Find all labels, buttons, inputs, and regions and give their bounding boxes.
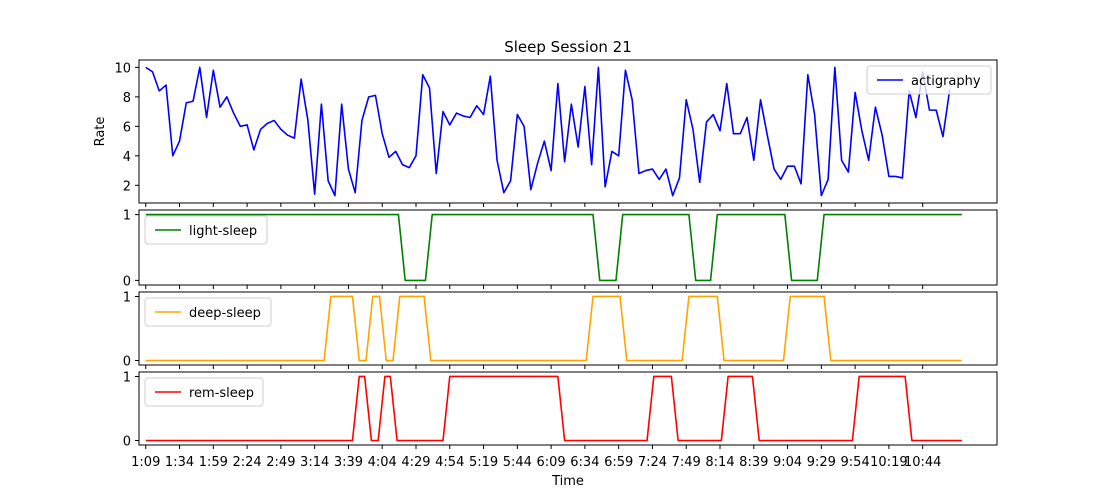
series-line-light-sleep	[145, 213, 962, 282]
y-tick-label: 4	[123, 150, 131, 165]
panels-group: 246810Rateactigraphy01light-sleep01deep-…	[93, 59, 998, 470]
x-tick-label: 5:19	[469, 455, 498, 470]
x-tick-label: 4:04	[368, 455, 397, 470]
y-tick-label: 2	[123, 179, 131, 194]
chart-title: Sleep Session 21	[504, 38, 632, 56]
legend-deep-sleep: deep-sleep	[144, 297, 272, 327]
y-tick-label: 10	[114, 61, 131, 76]
legend-box	[144, 297, 272, 327]
y-tick-label: 0	[123, 355, 131, 370]
x-tick-label: 7:49	[672, 455, 701, 470]
y-tick-label: 8	[123, 91, 131, 106]
x-tick-label: 2:49	[266, 455, 295, 470]
y-axis-label: Rate	[93, 117, 108, 147]
y-tick-label: 1	[123, 209, 131, 224]
legend-box	[144, 215, 268, 245]
legend-box	[866, 65, 992, 95]
x-tick-label: 5:44	[503, 455, 532, 470]
x-tick-label: 6:09	[537, 455, 566, 470]
legend-actigraphy: actigraphy	[866, 65, 992, 95]
y-tick-label: 0	[123, 274, 131, 289]
x-axis-label: Time	[551, 474, 584, 489]
x-tick-label: 2:24	[232, 455, 261, 470]
x-tick-label: 1:34	[165, 455, 194, 470]
axes-frame-panel-1	[138, 59, 998, 204]
axes-frame-panel-3	[138, 291, 998, 366]
x-tick-label: 9:04	[773, 455, 802, 470]
x-tick-label: 9:54	[841, 455, 870, 470]
panel-4: 0 1 rem-sleep	[123, 370, 998, 450]
axes-frame-panel-2	[138, 209, 998, 286]
x-tick-label: 9:29	[807, 455, 836, 470]
panel-1: 2 4 6 8 10 Rate actigraphy	[93, 59, 998, 207]
x-tick-label: 3:39	[334, 455, 363, 470]
y-tick-label: 1	[123, 370, 131, 385]
series-line-rem-sleep	[145, 375, 962, 442]
legend-light-sleep: light-sleep	[144, 215, 268, 245]
legend-label: deep-sleep	[189, 306, 261, 321]
x-tick-label: 10:44	[904, 455, 941, 470]
legend-rem-sleep: rem-sleep	[144, 377, 264, 407]
panel-2: 0 1 light-sleep	[123, 209, 998, 289]
x-tick-label: 6:34	[570, 455, 599, 470]
legend-label: actigraphy	[911, 74, 981, 89]
y-tick-label: 1	[123, 290, 131, 305]
series-line-deep-sleep	[145, 295, 962, 362]
y-tick-label: 0	[123, 435, 131, 450]
x-tick-label: 8:39	[739, 455, 768, 470]
x-tick-label: 6:59	[604, 455, 633, 470]
x-tick-label: 1:09	[131, 455, 160, 470]
axes-frame-panel-4	[138, 371, 998, 446]
x-tick-label: 1:59	[199, 455, 228, 470]
y-tick-label: 6	[123, 120, 131, 135]
legend-box	[144, 377, 264, 407]
series-line-actigraphy	[145, 66, 951, 197]
x-tick-label: 4:54	[435, 455, 464, 470]
legend-label: light-sleep	[189, 224, 257, 239]
legend-label: rem-sleep	[189, 386, 254, 401]
x-tick-label: 4:29	[401, 455, 430, 470]
panel-3: 0 1 deep-sleep	[123, 290, 998, 370]
x-tick-label: 8:14	[705, 455, 734, 470]
x-tick-label: 7:24	[638, 455, 667, 470]
x-tick-label: 3:14	[300, 455, 329, 470]
x-tick-label: 10:19	[870, 455, 907, 470]
